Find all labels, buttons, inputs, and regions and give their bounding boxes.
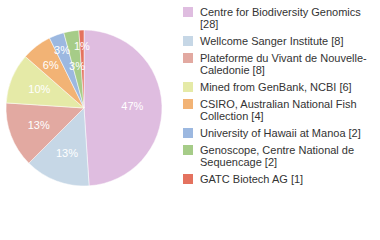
legend-label: CSIRO, Australian National Fish Collecti… (200, 98, 357, 122)
pie-slice (84, 30, 162, 186)
legend-swatch (183, 145, 193, 155)
legend-entry: Plateforme du Vivant de Nouvelle-Caledon… (180, 52, 376, 76)
legend-swatch (183, 53, 193, 63)
chart-root: 47% 13% 13% 10% 6% 3% 3% 1% Centre for Biodiver… (0, 0, 380, 240)
legend-entry: CSIRO, Australian National Fish Collecti… (180, 98, 376, 122)
pie-slice (6, 103, 84, 163)
legend-label: Centre for Biodiversity Genomics [28] (200, 6, 361, 30)
legend-entry: Centre for Biodiversity Genomics [28] (180, 6, 376, 30)
legend-entry: Wellcome Sanger Institute [8] (180, 35, 376, 47)
legend-label: Plateforme du Vivant de Nouvelle-Caledon… (200, 52, 367, 76)
legend-label: GATC Biotech AG [1] (200, 173, 303, 185)
legend-swatch (183, 82, 193, 92)
data-label: 13% (28, 119, 50, 131)
data-label: 6% (43, 59, 59, 71)
legend-swatch (183, 7, 193, 17)
legend-entry: Genoscope, Centre National de Sequencage… (180, 144, 376, 168)
data-labels: 47% 13% 13% 10% 6% 3% 3% 1% (28, 40, 144, 160)
legend-swatch (183, 36, 193, 46)
legend-label: Wellcome Sanger Institute [8] (200, 35, 343, 47)
legend-swatch (183, 99, 193, 109)
legend-entry: Mined from GenBank, NCBI [6] (180, 81, 376, 93)
legend-label: University of Hawaii at Manoa [2] (200, 127, 361, 139)
legend-label: Mined from GenBank, NCBI [6] (200, 81, 352, 93)
data-label: 13% (56, 147, 78, 159)
legend-entry: University of Hawaii at Manoa [2] (180, 127, 376, 139)
legend-label: Genoscope, Centre National de Sequencage… (200, 144, 354, 168)
legend-entry: GATC Biotech AG [1] (180, 173, 376, 185)
data-label: 1% (74, 40, 90, 52)
legend: Centre for Biodiversity Genomics [28] Wel… (180, 6, 376, 190)
data-label: 3% (54, 44, 70, 56)
legend-swatch (183, 128, 193, 138)
data-label: 47% (121, 100, 143, 112)
legend-swatch (183, 174, 193, 184)
slices (6, 30, 162, 186)
data-label: 3% (69, 60, 85, 72)
data-label: 10% (28, 83, 50, 95)
